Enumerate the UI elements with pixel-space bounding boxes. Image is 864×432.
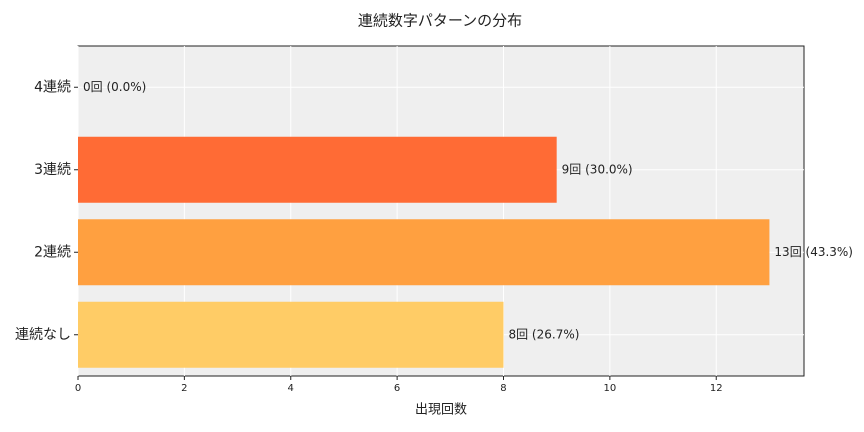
x-tick-label: 2 bbox=[181, 383, 187, 394]
x-tick-label: 0 bbox=[75, 383, 81, 394]
x-tick-label: 8 bbox=[500, 383, 506, 394]
value-label: 0回 (0.0%) bbox=[83, 80, 146, 94]
bar bbox=[78, 301, 504, 368]
chart-title: 連続数字パターンの分布 bbox=[358, 12, 522, 30]
bar bbox=[78, 136, 557, 203]
x-tick-label: 4 bbox=[288, 383, 294, 394]
y-tick-label: 4連続 bbox=[34, 78, 71, 95]
x-tick-label: 6 bbox=[394, 383, 400, 394]
x-axis-label: 出現回数 bbox=[415, 403, 467, 418]
y-tick-label: 3連続 bbox=[34, 161, 71, 178]
bar bbox=[78, 219, 770, 286]
value-label: 8回 (26.7%) bbox=[508, 327, 579, 341]
x-tick-label: 12 bbox=[710, 383, 723, 394]
value-label: 13回 (43.3%) bbox=[774, 245, 853, 259]
value-label: 9回 (30.0%) bbox=[562, 162, 633, 176]
y-tick-label: 連続なし bbox=[15, 326, 71, 343]
y-tick-label: 2連続 bbox=[34, 243, 71, 260]
x-tick-label: 10 bbox=[604, 383, 617, 394]
